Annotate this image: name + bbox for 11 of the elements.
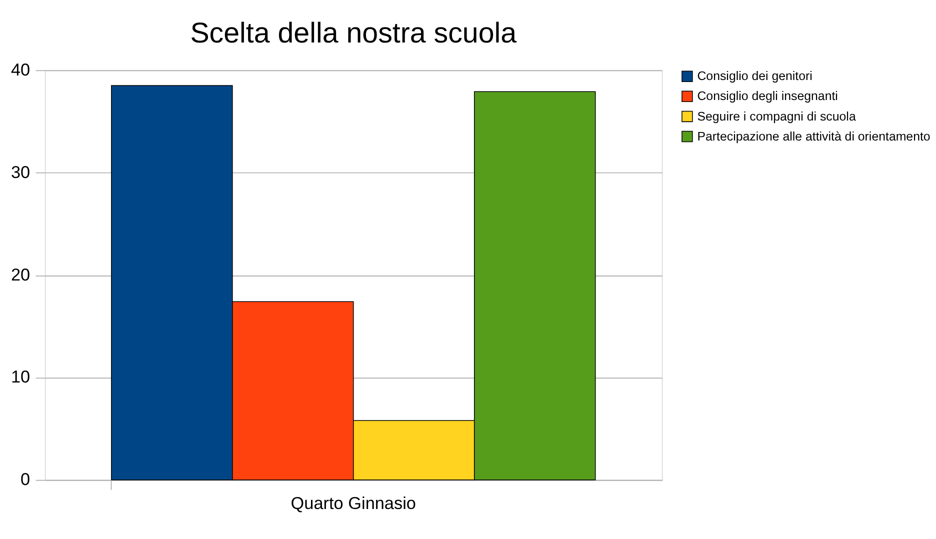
y-tick-label: 20 xyxy=(10,264,30,284)
y-tick-label: 30 xyxy=(10,162,30,182)
y-tick-label: 40 xyxy=(10,59,30,80)
legend-label: Seguire i compagni di scuola xyxy=(697,109,856,124)
x-tick-label: Quarto Ginnasio xyxy=(290,493,416,514)
legend-label: Consiglio degli insegnanti xyxy=(697,89,838,104)
legend-label: Consiglio dei genitori xyxy=(697,69,812,84)
legend-label: Partecipazione alle attività di orientamento xyxy=(697,129,930,144)
y-tick-label: 0 xyxy=(20,469,30,490)
y-tick-label: 10 xyxy=(10,366,30,387)
chart-title: Scelta della nostra scuola xyxy=(190,17,517,50)
